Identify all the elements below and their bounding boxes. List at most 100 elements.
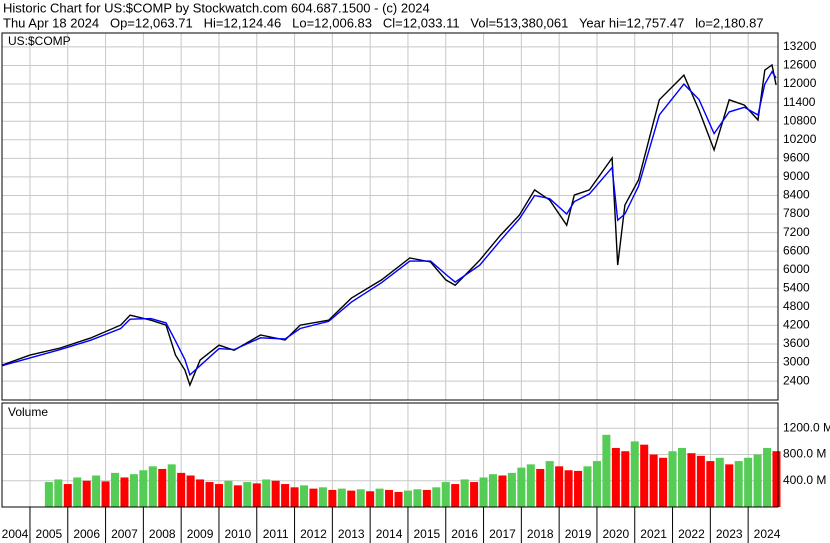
volume-bar [763,447,772,507]
x-tick-label: 2013 [338,527,365,541]
volume-bar [536,468,545,507]
volume-bar [545,461,554,507]
volume-bar [706,461,715,507]
x-tick-label: 2018 [527,527,554,541]
volume-bar [687,453,696,507]
header-title: Historic Chart for US:$COMP by Stockwatc… [3,0,430,15]
volume-bar [158,468,167,507]
volume-bar [734,461,743,507]
y-tick-label: 8400 [783,188,810,202]
x-tick-label: 2022 [678,527,705,541]
volume-bar [318,487,327,507]
x-tick-label: 2007 [111,527,138,541]
y-tick-label: 11400 [783,95,816,109]
volume-bar [299,485,309,507]
x-tick-label: 2010 [225,527,252,541]
x-tick-label: 2017 [489,527,516,541]
volume-bar [309,488,318,507]
volume-bar [744,457,753,507]
volume-bar [574,470,583,507]
x-tick-label: 2009 [187,527,214,541]
volume-bar [120,477,129,507]
volume-bar [460,479,469,507]
y-tick-label: 1200.0 M [783,420,830,434]
labels: 2400 3000 3600 4200 4800 5400 6000 6600 7200 7800… [2,39,830,541]
volume-bar [422,489,431,507]
volume-bar [479,477,488,507]
volume-bar [403,490,412,507]
volume-bar [517,467,526,507]
volume-bar [262,479,271,507]
volume-bar [772,451,781,507]
volume-bar [243,482,252,507]
y-tick-label: 9000 [783,169,810,183]
volume-bar [82,480,91,507]
volume-bar [602,434,611,507]
volume-bar [441,482,450,507]
y-tick-label: 6000 [783,262,810,276]
volume-bar [186,475,195,507]
x-tick-label: 2005 [36,527,63,541]
x-tick-label: 2016 [451,527,478,541]
x-tick-label: 2021 [640,527,667,541]
volume-bar [111,472,120,507]
y-tick-label: 10200 [783,132,817,146]
volume-bar [54,479,63,507]
x-tick-label: 2019 [565,527,592,541]
y-tick-label: 3600 [783,336,810,350]
x-tick-label: 2011 [263,527,289,541]
header-quote: Thu Apr 18 2024 Op=12,063.71 Hi=12,124.4… [3,15,764,30]
volume-bar [167,464,176,507]
y-tick-label: 2400 [783,373,810,387]
volume-bar [129,474,138,507]
volume-bar [488,474,498,507]
volume-bar [677,447,687,507]
volume-panel-title: Volume [8,405,48,419]
volume-bar [555,466,564,507]
marks [1,63,781,507]
volume-bar [526,464,535,507]
volume-bar [252,483,261,507]
volume-bar [715,457,724,507]
volume-bar [385,489,394,507]
volume-bar [337,488,346,507]
volume-bar [630,441,639,507]
volume-bar [328,489,337,507]
volume-bar [640,444,649,507]
y-tick-label: 4200 [783,318,810,332]
price-line [1,70,777,377]
volume-bar [356,489,365,507]
volume-bar [148,466,157,507]
volume-bar [366,491,375,507]
volume-bar [564,470,573,507]
y-tick-label: 12000 [783,76,817,90]
volume-bar [696,455,705,507]
volume-bar [205,482,214,507]
volume-bar [649,454,658,507]
y-tick-label: 7800 [783,206,810,220]
y-tick-label: 400.0 M [783,473,826,487]
volume-bar [432,487,441,507]
y-tick-label: 13200 [783,39,817,53]
x-tick-label: 2004 [2,527,29,541]
volume-bar [375,488,384,507]
volume-bar [177,472,186,507]
volume-bar [470,482,479,507]
y-tick-label: 10800 [783,113,817,127]
volume-bar [725,464,734,507]
volume-bar [347,490,356,507]
volume-bar [101,481,110,507]
y-tick-label: 6600 [783,243,810,257]
volume-bar [214,484,223,507]
volume-bar [281,484,290,507]
volume-bar [668,451,677,507]
x-tick-label: 2006 [73,527,100,541]
volume-panel [1,402,779,508]
volume-bar [196,479,205,507]
x-tick-label: 2012 [300,527,327,541]
x-tick-label: 2014 [376,527,403,541]
x-tick-label: 2020 [602,527,629,541]
